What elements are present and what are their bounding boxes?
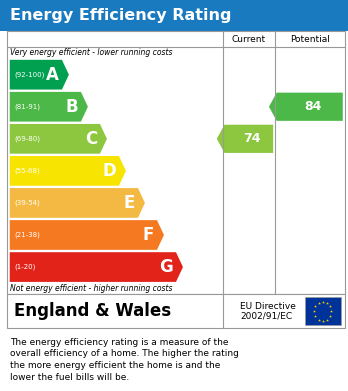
Text: (39-54): (39-54) bbox=[14, 200, 40, 206]
Text: 2002/91/EC: 2002/91/EC bbox=[240, 311, 292, 321]
Text: (55-68): (55-68) bbox=[14, 168, 40, 174]
Text: EU Directive: EU Directive bbox=[240, 302, 296, 311]
Text: D: D bbox=[102, 162, 116, 180]
Text: (1-20): (1-20) bbox=[14, 264, 35, 270]
Text: 84: 84 bbox=[304, 100, 322, 113]
Polygon shape bbox=[10, 188, 145, 218]
Text: A: A bbox=[46, 66, 59, 84]
Bar bbox=[7, 31, 345, 294]
Text: (81-91): (81-91) bbox=[14, 104, 40, 110]
Text: (69-80): (69-80) bbox=[14, 136, 40, 142]
Text: Very energy efficient - lower running costs: Very energy efficient - lower running co… bbox=[10, 48, 173, 57]
Text: Not energy efficient - higher running costs: Not energy efficient - higher running co… bbox=[10, 284, 173, 293]
Text: England & Wales: England & Wales bbox=[14, 302, 171, 320]
Polygon shape bbox=[10, 156, 126, 186]
Text: G: G bbox=[159, 258, 173, 276]
Text: Current: Current bbox=[232, 34, 266, 44]
Bar bbox=[304, 297, 341, 325]
Text: B: B bbox=[65, 98, 78, 116]
Polygon shape bbox=[10, 220, 164, 250]
Text: F: F bbox=[143, 226, 154, 244]
Text: 74: 74 bbox=[244, 132, 261, 145]
Polygon shape bbox=[10, 124, 107, 154]
Bar bbox=[7, 294, 345, 328]
Text: Energy Efficiency Rating: Energy Efficiency Rating bbox=[10, 8, 232, 23]
Text: Potential: Potential bbox=[290, 34, 330, 44]
Text: (21-38): (21-38) bbox=[14, 232, 40, 238]
Bar bbox=[0, 0, 348, 31]
Polygon shape bbox=[10, 92, 88, 122]
Text: The energy efficiency rating is a measure of the
overall efficiency of a home. T: The energy efficiency rating is a measur… bbox=[10, 337, 239, 382]
Text: (92-100): (92-100) bbox=[14, 72, 44, 78]
Polygon shape bbox=[269, 93, 343, 121]
Text: E: E bbox=[124, 194, 135, 212]
Polygon shape bbox=[217, 125, 273, 153]
Polygon shape bbox=[10, 252, 183, 282]
Polygon shape bbox=[10, 60, 69, 90]
Text: C: C bbox=[85, 130, 97, 148]
